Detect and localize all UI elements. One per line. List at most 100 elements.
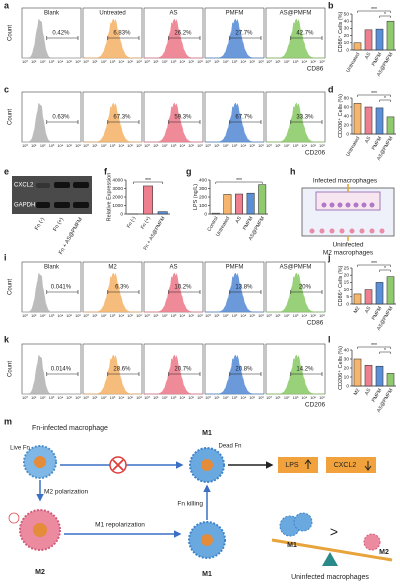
- histogram: [83, 18, 142, 59]
- group-label: AS: [169, 11, 177, 17]
- cells: [321, 202, 375, 208]
- x-tick-label: 10⁴: [118, 60, 124, 64]
- gate-percent: 0.014%: [51, 367, 72, 373]
- bar: [223, 194, 232, 215]
- histogram: [205, 272, 264, 313]
- y-tick-label: 1000: [112, 203, 123, 209]
- significance: ***: [371, 261, 377, 267]
- x-tick-label: 10³: [49, 314, 55, 318]
- gate-percent: 0.42%: [52, 31, 70, 37]
- x-tick-label: 10⁴: [118, 144, 124, 148]
- panel-letter: k: [4, 334, 10, 344]
- histogram: [83, 102, 142, 143]
- x-tick-label: 10⁰: [266, 314, 272, 318]
- x-tick-label: 10³: [110, 60, 116, 64]
- x-tick-label: 10⁰: [83, 396, 89, 400]
- significance: ***: [371, 91, 377, 97]
- bar: [364, 29, 373, 51]
- group-label: AS@PMFM: [280, 265, 312, 271]
- y-tick-label: 20: [344, 122, 350, 128]
- axis-label: Count: [8, 25, 14, 41]
- gate: [229, 120, 262, 124]
- seesaw: [271, 538, 393, 562]
- up-arrow: [304, 459, 312, 469]
- gate: [107, 36, 140, 40]
- bar: [364, 106, 373, 135]
- gate-percent: 10.2%: [174, 285, 192, 291]
- cells: [309, 228, 385, 234]
- x-tick-label: 10⁶: [258, 144, 264, 148]
- down-arrow: [364, 461, 372, 471]
- x-tick-label: 10⁴: [301, 314, 307, 318]
- x-tick-label: 10⁵: [249, 314, 255, 318]
- x-tick-label: 10⁵: [188, 144, 194, 148]
- y-tick-label: 40: [344, 18, 350, 24]
- significance: *: [384, 96, 386, 102]
- x-tick-label: AS: [364, 135, 373, 144]
- x-tick-label: 10⁰: [22, 144, 28, 148]
- blocked: [112, 459, 124, 471]
- x-tick-label: 10⁴: [179, 314, 185, 318]
- x-tick-label: 10⁵: [188, 314, 194, 318]
- panel-letter: m: [4, 416, 12, 426]
- x-tick-label: 10³: [293, 144, 299, 148]
- x-tick-label: 10²: [162, 60, 168, 64]
- bar: [157, 211, 168, 215]
- x-tick-label: 10³: [293, 396, 299, 400]
- x-tick-label: 10⁴: [240, 314, 246, 318]
- significance-bracket: [379, 99, 391, 102]
- label: LPS: [285, 462, 299, 469]
- group-label: AS: [169, 265, 177, 271]
- x-tick-label: M2: [353, 387, 362, 396]
- band: [73, 182, 89, 188]
- x-tick-label: 10³: [232, 144, 238, 148]
- cell: [293, 512, 313, 532]
- gate-percent: 67.7%: [235, 115, 253, 121]
- x-tick-label: 10⁵: [66, 144, 72, 148]
- histogram: [144, 18, 203, 59]
- histogram: [83, 354, 142, 395]
- x-tick-label: 10¹: [31, 144, 37, 148]
- significance: ***: [145, 178, 151, 184]
- x-tick-label: 10⁵: [249, 144, 255, 148]
- significance-bracket: [379, 269, 391, 272]
- bar: [211, 212, 220, 215]
- x-tick-label: AS: [364, 387, 373, 396]
- gate: [46, 36, 79, 40]
- x-tick-label: 10⁰: [266, 60, 272, 64]
- particle: [8, 512, 20, 524]
- x-tick-label: 10⁵: [127, 314, 133, 318]
- x-tick-label: 10⁵: [66, 60, 72, 64]
- histogram: [22, 272, 81, 313]
- label: Dead Fn: [218, 444, 241, 450]
- x-tick-label: 10²: [101, 396, 107, 400]
- x-tick-label: 10⁴: [240, 60, 246, 64]
- panel-letter: e: [4, 166, 9, 176]
- x-tick-label: 10³: [171, 144, 177, 148]
- y-tick-label: 2000: [112, 194, 123, 200]
- gate: [290, 36, 323, 40]
- x-tick-label: 10⁶: [319, 60, 325, 64]
- x-tick-label: 10³: [49, 60, 55, 64]
- gate: [229, 290, 262, 294]
- x-tick-label: 10⁰: [22, 60, 28, 64]
- x-tick-label: AS: [234, 215, 243, 224]
- x-tick-label: 10²: [40, 144, 46, 148]
- gate-percent: 14.2%: [296, 367, 314, 373]
- y-tick-label: 5: [346, 294, 349, 300]
- x-tick-label: 10⁴: [240, 396, 246, 400]
- label: Live Fn: [10, 446, 30, 452]
- x-tick-label: 10⁴: [57, 314, 63, 318]
- axis-label: CD86⁺ Cells (%): [337, 265, 344, 306]
- panel-letter: a: [4, 0, 10, 10]
- x-tick-label: 10³: [171, 396, 177, 400]
- pivot: [322, 552, 338, 566]
- x-tick-label: 10¹: [153, 396, 159, 400]
- x-tick-label: 10⁶: [319, 314, 325, 318]
- band-label: CXCL2: [14, 183, 34, 189]
- x-tick-label: Fn (-): [126, 215, 137, 229]
- axis-label: Count: [8, 279, 14, 295]
- bar: [353, 358, 362, 387]
- label: M2: [35, 569, 45, 576]
- x-tick-label: 10³: [49, 396, 55, 400]
